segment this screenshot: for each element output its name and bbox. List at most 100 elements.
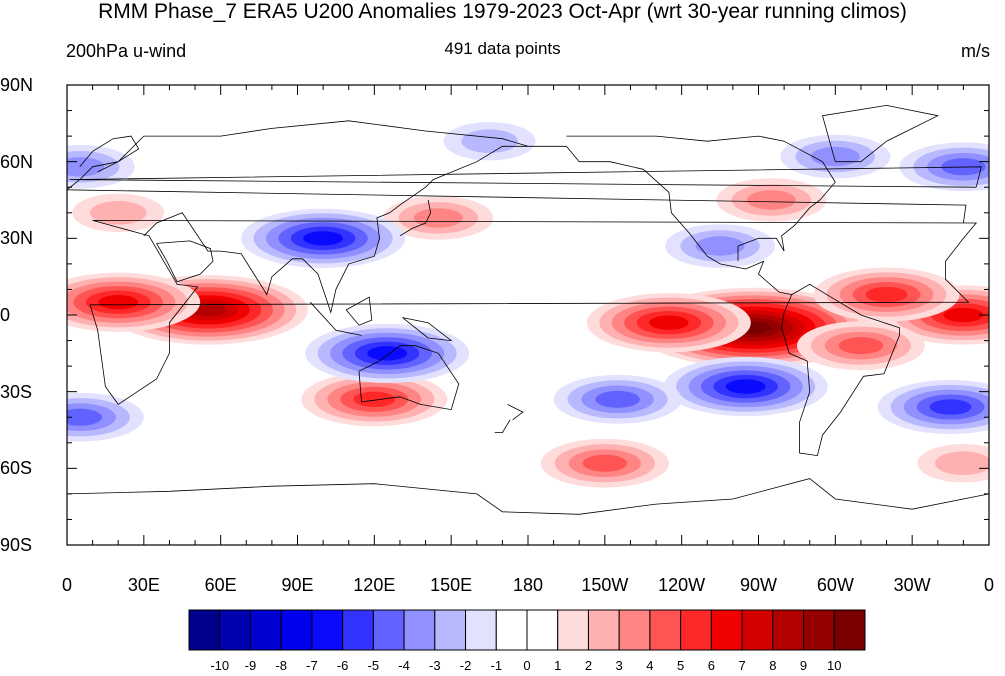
colorbar-label: -4	[398, 658, 410, 673]
coastline-segment	[79, 135, 140, 173]
colorbar-label: 10	[827, 658, 842, 673]
units-label: m/s	[961, 41, 990, 61]
coastline-segment	[781, 283, 900, 457]
coastline-segment	[310, 301, 362, 336]
contour-level	[595, 390, 640, 408]
colorbar-label: -1	[490, 658, 503, 673]
colorbar-swatch	[342, 609, 374, 651]
colorbar	[188, 609, 866, 651]
anomaly-center-14	[241, 208, 406, 268]
colorbar-swatch	[833, 609, 866, 651]
lat-label: 90N	[0, 75, 34, 95]
colorbar-swatch	[311, 609, 344, 651]
anomaly-center-13	[305, 323, 470, 383]
colorbar-label: -9	[244, 658, 257, 673]
lat-label: 60S	[0, 458, 33, 479]
axis-ticks	[66, 84, 990, 546]
colorbar-swatch	[557, 609, 589, 651]
coastline-segment	[399, 199, 432, 237]
anomaly-center-12	[72, 193, 165, 232]
colorbar-label: -6	[336, 658, 349, 673]
colorbar-label: 5	[677, 658, 685, 673]
colorbar-swatch	[403, 609, 436, 651]
colorbar-label: 8	[769, 658, 777, 673]
coastline-segment	[358, 345, 460, 411]
anomaly-center-23	[443, 122, 536, 161]
contour-level	[935, 451, 989, 476]
lat-label: 0	[0, 305, 11, 325]
colorbar-label: 1	[554, 658, 562, 673]
anomaly-center-10	[540, 438, 669, 488]
contour-level	[582, 454, 628, 472]
anomaly-center-20	[780, 134, 891, 179]
contour-level	[648, 315, 689, 330]
colorbar-swatch	[772, 609, 805, 651]
colorbar-swatch	[710, 609, 743, 651]
colorbar-swatch	[249, 609, 282, 651]
coastline-segment	[402, 317, 453, 342]
colorbar-swatch	[618, 609, 651, 651]
contour-level	[89, 200, 147, 225]
anomaly-center-16	[553, 374, 682, 424]
colorbar-label: 0	[523, 658, 531, 673]
anomaly-center-1	[67, 272, 201, 332]
contour-level	[746, 190, 796, 210]
coastlines	[67, 104, 989, 515]
colorbar-label: 9	[799, 658, 808, 673]
anomaly-center-8	[716, 178, 827, 222]
lon-label: 30E	[127, 575, 160, 595]
anomaly-center-19	[665, 224, 776, 268]
coastline-segment	[67, 478, 989, 515]
anomaly-center-6	[796, 321, 925, 371]
lon-label: 0	[61, 575, 72, 595]
lon-label: 180	[512, 575, 544, 595]
coastline-segment	[89, 220, 978, 405]
variable-label: 200hPa u-wind	[66, 41, 187, 61]
anomaly-center-5	[813, 267, 960, 322]
coastline-segment	[821, 104, 940, 163]
colorbar-swatch	[649, 609, 682, 651]
contour-level	[67, 408, 103, 426]
anomaly-center-18	[67, 392, 144, 442]
colorbar-swatch	[465, 609, 497, 651]
coastline-segment	[69, 166, 982, 188]
colorbar-label: -8	[275, 658, 287, 673]
contour-level	[695, 236, 745, 256]
contour-level	[353, 391, 396, 408]
contour-level	[810, 146, 860, 167]
coastline-segment	[494, 419, 511, 433]
contour-level	[838, 337, 884, 355]
anomaly-center-17	[877, 380, 989, 434]
lon-label: 90E	[281, 575, 314, 595]
lon-label: 150W	[581, 575, 629, 595]
lon-label: 150E	[430, 575, 473, 595]
colorbar-label: -7	[306, 658, 318, 673]
colorbar-swatch	[188, 609, 221, 651]
coastline-segment	[345, 296, 373, 326]
contour-level	[865, 286, 908, 303]
colorbar-label: -2	[459, 658, 472, 673]
colorbar-label: -10	[210, 658, 230, 673]
anomaly-center-7	[383, 196, 494, 240]
anomaly-center-9	[301, 372, 448, 427]
contour-level	[461, 129, 518, 154]
lon-label: 90W	[739, 575, 777, 595]
colorbar-label: 3	[615, 658, 623, 673]
lon-label: 60E	[204, 575, 237, 595]
contour-level	[367, 346, 408, 361]
coastline-segment	[528, 145, 792, 295]
lat-label: 90S	[0, 535, 33, 555]
lat-label: 60N	[0, 151, 34, 172]
contour-level	[98, 295, 139, 310]
contour-level	[725, 379, 766, 394]
colorbar-label: 4	[646, 658, 654, 673]
colorbar-label: 6	[707, 658, 715, 673]
colorbar-swatch	[219, 609, 251, 651]
lon-label: 0	[983, 575, 994, 595]
colorbar-label: 7	[738, 658, 746, 673]
colorbar-label: -3	[429, 658, 441, 673]
anomaly-center-3	[586, 293, 751, 353]
colorbar-swatch	[280, 609, 313, 651]
lon-label: 120E	[353, 575, 396, 595]
